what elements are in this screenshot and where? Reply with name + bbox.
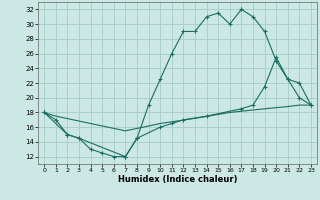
X-axis label: Humidex (Indice chaleur): Humidex (Indice chaleur) xyxy=(118,175,237,184)
